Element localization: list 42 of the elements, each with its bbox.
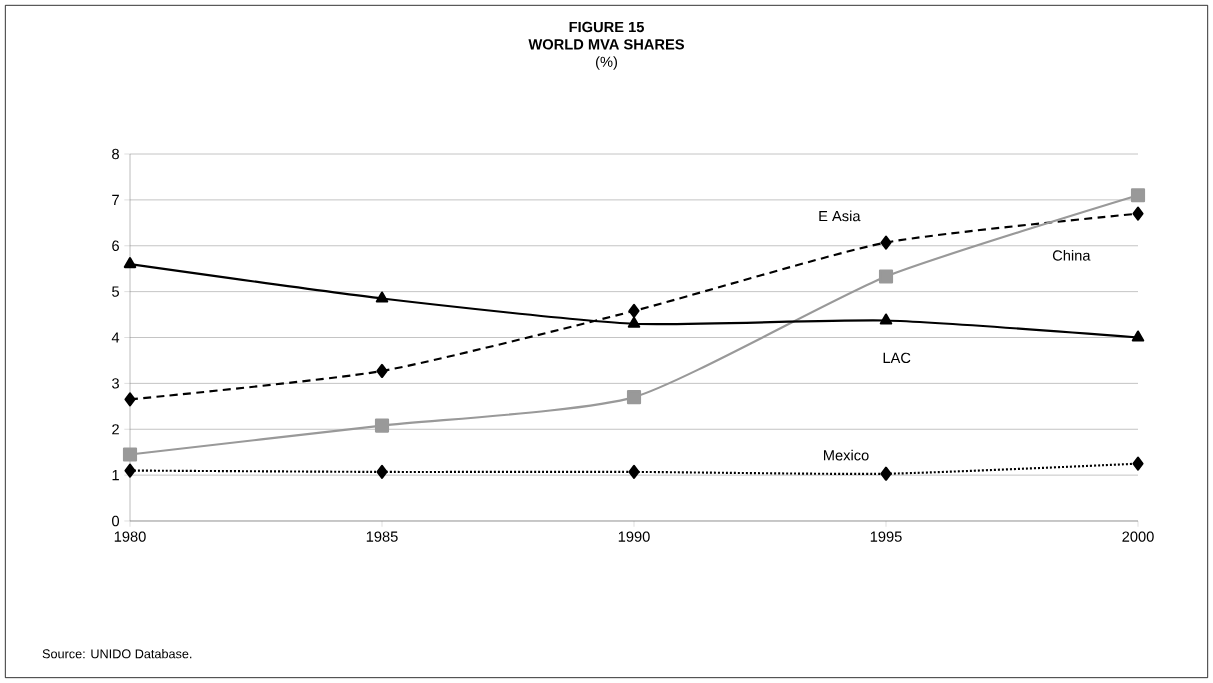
point — [376, 464, 388, 479]
point — [376, 363, 388, 379]
point — [1132, 456, 1144, 471]
series-label: China — [1052, 249, 1091, 261]
point — [878, 269, 894, 284]
point — [627, 316, 641, 328]
point — [124, 392, 136, 407]
y-tick-label: 3 — [112, 378, 119, 389]
series-label: LAC — [883, 352, 911, 364]
chart-subtitle: WORLD MVA SHARES — [528, 39, 684, 50]
y-tick-label: 8 — [112, 148, 119, 160]
point — [626, 390, 642, 405]
y-tick-label: 6 — [112, 240, 119, 251]
source-note: Source: UNIDO Database. — [42, 649, 192, 659]
point — [628, 303, 640, 318]
point — [1131, 330, 1145, 342]
x-tick-label: 1990 — [618, 531, 650, 542]
series-label: Mexico — [823, 449, 869, 461]
x-tick-label: 1980 — [114, 531, 146, 542]
series-label: E Asia — [819, 210, 861, 222]
point — [1130, 188, 1146, 203]
point — [124, 463, 136, 478]
y-tick-label: 7 — [112, 194, 119, 205]
x-tick-label: 1995 — [870, 531, 902, 542]
y-tick-label: 2 — [112, 424, 119, 435]
point — [628, 464, 640, 479]
point — [122, 447, 138, 462]
point — [879, 313, 893, 325]
y-tick-label: 0 — [112, 515, 120, 527]
y-tick-label: 4 — [111, 332, 120, 343]
point — [374, 418, 390, 433]
x-tick-label: 2000 — [1122, 531, 1154, 542]
text: (%) — [596, 56, 618, 70]
point — [880, 235, 892, 250]
point — [123, 257, 137, 269]
y-tick-label: 1 — [112, 470, 119, 481]
y-tick-label: 5 — [112, 286, 119, 297]
point — [1132, 206, 1144, 221]
point — [880, 466, 892, 481]
point — [375, 291, 389, 303]
chart-title: FIGURE 15 — [569, 21, 644, 33]
x-tick-label: 1985 — [366, 531, 398, 542]
